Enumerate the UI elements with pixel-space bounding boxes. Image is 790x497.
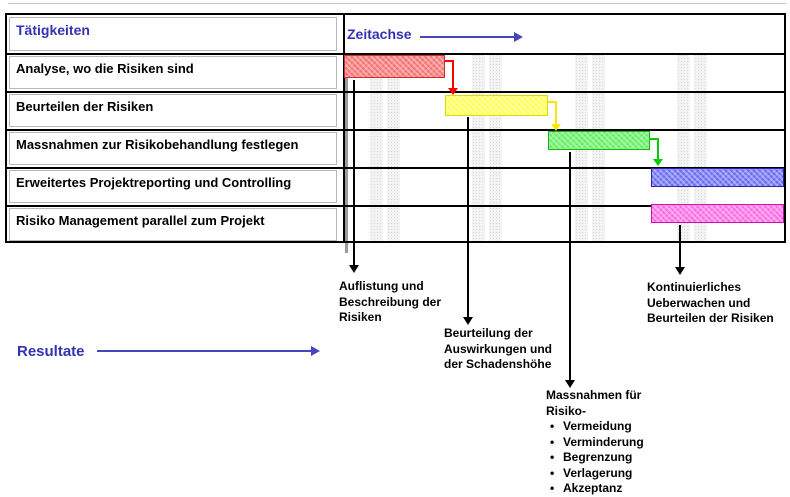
dependency-arrow-3	[657, 138, 659, 159]
annotation-beurteilung: Beurteilung der Auswirkungen und der Sch…	[444, 326, 574, 373]
bullet-label: Verlagerung	[563, 465, 633, 480]
callout-line-2	[467, 117, 469, 317]
task-label: Erweitertes Projektreporting und Control…	[9, 170, 337, 203]
annotation-line: Beurteilung der	[444, 326, 533, 340]
time-grid-band	[370, 54, 383, 241]
gantt-bar-beurteilen	[445, 95, 548, 116]
bullet-icon: •	[550, 419, 555, 433]
bullet-icon: •	[550, 465, 555, 480]
time-grid-band	[694, 54, 707, 241]
callout-line-3	[569, 152, 571, 380]
column-divider	[343, 15, 345, 241]
annotation-line: Beschreibung der	[339, 294, 442, 309]
bullet-icon: •	[550, 434, 555, 449]
annotation-line: Risiko-	[546, 403, 587, 418]
bullet-label: Begrenzung	[563, 450, 633, 464]
annotation-line: Beurteilen der Risiken	[647, 311, 774, 325]
row-line	[7, 91, 784, 93]
arrow-down-icon	[565, 380, 575, 388]
top-rule	[8, 3, 786, 4]
arrow-right-icon	[514, 32, 523, 42]
annotation-line: Massnahmen für	[546, 388, 642, 402]
row-line	[7, 205, 784, 207]
row-line	[7, 129, 784, 131]
results-arrow	[97, 350, 311, 352]
gantt-bar-parallel	[651, 204, 784, 223]
results-label: Resultate	[17, 343, 85, 360]
bullet-item: • Verminderung	[546, 435, 678, 451]
task-label: Massnahmen zur Risikobehandlung festlege…	[9, 132, 337, 165]
arrow-right-icon	[311, 346, 320, 356]
annotation-line: Risiken	[339, 310, 382, 324]
arrow-down-icon	[448, 88, 458, 95]
task-label: Beurteilen der Risiken	[9, 94, 337, 127]
gantt-bar-reporting	[651, 168, 784, 187]
time-grid-band	[387, 54, 400, 241]
gantt-bar-analyse	[344, 55, 445, 78]
bullet-label: Verminderung	[563, 434, 644, 449]
bullet-label: Akzeptanz	[563, 481, 623, 495]
divider-shadow	[345, 57, 348, 241]
bullet-item: • Vermeidung	[546, 419, 678, 435]
gantt-bar-massnahmen	[548, 131, 650, 150]
annotation-line: der Schadenshöhe	[444, 357, 552, 371]
annotation-massnahmen: Massnahmen für Risiko- • Vermeidung • Ve…	[546, 388, 678, 497]
tasks-column-header: Tätigkeiten	[9, 17, 337, 51]
annotation-auflistung: Auflistung und Beschreibung der Risiken	[339, 279, 457, 326]
bullet-label: Vermeidung	[563, 419, 632, 433]
time-axis-header: Zeitachse	[347, 26, 412, 42]
bullet-icon: •	[550, 450, 555, 464]
time-grid-band	[677, 54, 690, 241]
annotation-line: Kontinuierliches	[647, 280, 742, 294]
bullet-item: • Begrenzung	[546, 450, 678, 466]
bullet-item: • Verlagerung	[546, 466, 678, 482]
dependency-arrow-1	[452, 60, 454, 88]
task-label: Analyse, wo die Risiken sind	[9, 56, 337, 89]
annotation-line: Auswirkungen und	[444, 341, 552, 356]
arrow-down-icon	[675, 267, 685, 275]
bullet-icon: •	[550, 481, 555, 495]
bullet-item: • Akzeptanz	[546, 481, 678, 497]
callout-line-4	[679, 225, 681, 267]
arrow-down-icon	[349, 265, 359, 273]
arrow-down-icon	[463, 317, 473, 325]
gantt-table: Tätigkeiten Analyse, wo die Risiken sind…	[5, 13, 786, 243]
callout-line-1	[353, 80, 355, 265]
arrow-down-icon	[551, 124, 561, 131]
time-grid-band	[472, 54, 485, 241]
dependency-arrow-2	[555, 101, 557, 124]
task-label: Risiko Management parallel zum Projekt	[9, 208, 337, 241]
annotation-line: Auflistung und	[339, 279, 424, 293]
time-axis-arrow	[420, 36, 514, 38]
divider-shadow	[345, 243, 348, 253]
dependency-arrow-2	[548, 101, 557, 103]
dependency-arrow-3	[650, 138, 659, 140]
time-grid-band	[489, 54, 502, 241]
annotation-kontinuierlich: Kontinuierliches Ueberwachen und Beurtei…	[647, 280, 790, 327]
arrow-down-icon	[653, 159, 663, 166]
row-line	[7, 167, 784, 169]
row-line	[7, 53, 784, 55]
annotation-line: Ueberwachen und	[647, 295, 751, 310]
dependency-arrow-1	[445, 60, 454, 62]
